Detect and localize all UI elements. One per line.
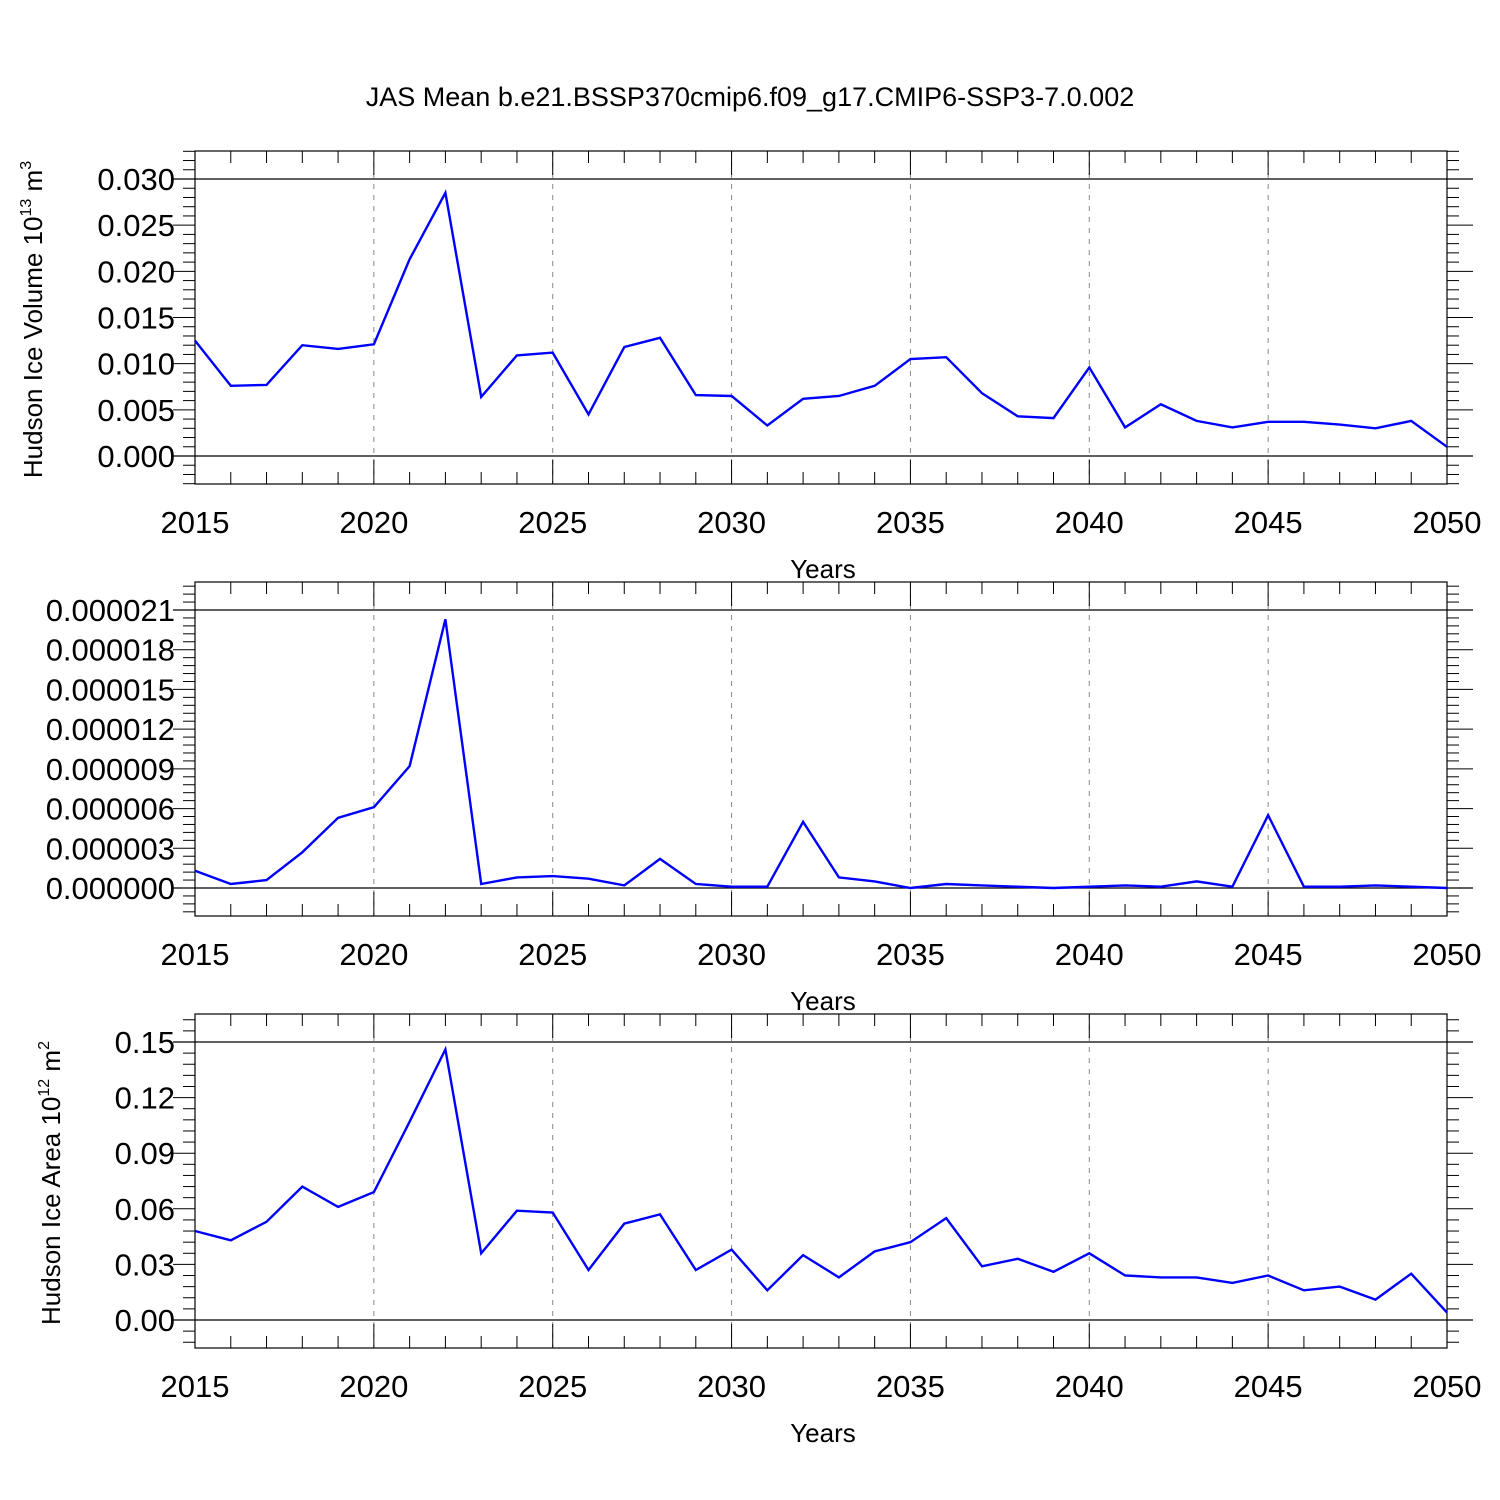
y-axis-label-exponent: 13 xyxy=(18,199,35,217)
x-tick-label: 2035 xyxy=(876,505,945,540)
y-tick-label: 0.000 xyxy=(97,439,175,474)
y-tick-label: 0.12 xyxy=(115,1081,175,1116)
panel-volume: 0.000 0.005 0.010 0.015 0.020 0.025 0.030 2015 2… xyxy=(18,150,1482,584)
figure-title: JAS Mean b.e21.BSSP370cmip6.f09_g17.CMIP… xyxy=(366,82,1134,112)
y-axis-label-exponent: 12 xyxy=(36,1079,53,1097)
y-tick-label: 0.06 xyxy=(115,1192,175,1227)
y-axis-label-text: Hudson Ice Volume 10 xyxy=(18,216,48,478)
y-axis-label: Hudson Ice Volume 1013 m3 xyxy=(18,161,48,478)
x-tick-label: 2030 xyxy=(697,505,766,540)
y-tick-label: 0.020 xyxy=(97,254,175,289)
x-tick-label: 2040 xyxy=(1055,937,1124,972)
y-tick-label: 0.015 xyxy=(97,301,175,336)
x-tick-label: 2025 xyxy=(518,937,587,972)
x-tick-label: 2015 xyxy=(161,937,230,972)
y-axis-label-unit: m xyxy=(36,1050,66,1079)
y-tick-label: 0.03 xyxy=(115,1247,175,1282)
y-tick-label: 0.000009 xyxy=(46,752,175,787)
y-axis-label-text: Hudson Ice Area 10 xyxy=(36,1097,66,1325)
x-tick-label: 2045 xyxy=(1234,937,1303,972)
plot-frame xyxy=(194,581,1448,917)
x-tick-label: 2050 xyxy=(1413,937,1482,972)
x-tick-label: 2035 xyxy=(876,1369,945,1404)
x-tick-label: 2015 xyxy=(161,1369,230,1404)
y-tick-label: 0.000018 xyxy=(46,633,175,668)
y-axis-label-unit: m xyxy=(18,170,48,199)
y-tick-label: 0.000006 xyxy=(46,792,175,827)
x-axis-label: Years xyxy=(790,986,856,1016)
x-tick-label: 2045 xyxy=(1234,505,1303,540)
series-line xyxy=(194,1045,1448,1314)
y-tick-label: 0.005 xyxy=(97,393,175,428)
y-tick-label: 0.000003 xyxy=(46,831,175,866)
x-tick-label: 2025 xyxy=(518,505,587,540)
panel-middle: 0.000000 0.000003 0.000006 0.000009 0.000012… xyxy=(46,581,1482,1016)
y-tick-label: 0.010 xyxy=(97,347,175,382)
y-tick-label: 0.09 xyxy=(115,1136,175,1171)
x-tick-label: 2045 xyxy=(1234,1369,1303,1404)
y-tick-label: 0.025 xyxy=(97,208,175,243)
y-tick-label: 0.000012 xyxy=(46,712,175,747)
x-tick-label: 2020 xyxy=(339,1369,408,1404)
x-tick-label: 2040 xyxy=(1055,1369,1124,1404)
y-tick-label: 0.000021 xyxy=(46,593,175,628)
x-axis-label: Years xyxy=(790,554,856,584)
y-tick-label: 0.15 xyxy=(115,1025,175,1060)
y-axis-label-unit-exponent: 2 xyxy=(36,1041,53,1050)
series-line xyxy=(194,619,1448,890)
x-tick-label: 2035 xyxy=(876,937,945,972)
x-tick-label: 2020 xyxy=(339,505,408,540)
x-tick-label: 2025 xyxy=(518,1369,587,1404)
x-tick-label: 2030 xyxy=(697,937,766,972)
x-tick-label: 2030 xyxy=(697,1369,766,1404)
y-axis-label-unit-exponent: 3 xyxy=(18,161,35,170)
panels: 0.000 0.005 0.010 0.015 0.020 0.025 0.030 2015 2… xyxy=(18,150,1482,1448)
y-tick-label: 0.000015 xyxy=(46,672,175,707)
series-line xyxy=(194,189,1448,448)
plot-frame xyxy=(194,150,1448,485)
panel-area: 0.00 0.03 0.06 0.09 0.12 0.15 2015 2020 2025 2030… xyxy=(36,1013,1482,1448)
y-tick-label: 0.00 xyxy=(115,1303,175,1338)
x-axis-label: Years xyxy=(790,1418,856,1448)
x-tick-label: 2050 xyxy=(1413,505,1482,540)
y-axis-label: Hudson Ice Area 1012 m2 xyxy=(36,1041,66,1325)
x-tick-label: 2040 xyxy=(1055,505,1124,540)
y-tick-label: 0.000000 xyxy=(46,871,175,906)
plot-frame xyxy=(194,1013,1448,1349)
y-tick-label: 0.030 xyxy=(97,162,175,197)
x-tick-label: 2020 xyxy=(339,937,408,972)
x-tick-label: 2050 xyxy=(1413,1369,1482,1404)
x-tick-label: 2015 xyxy=(161,505,230,540)
